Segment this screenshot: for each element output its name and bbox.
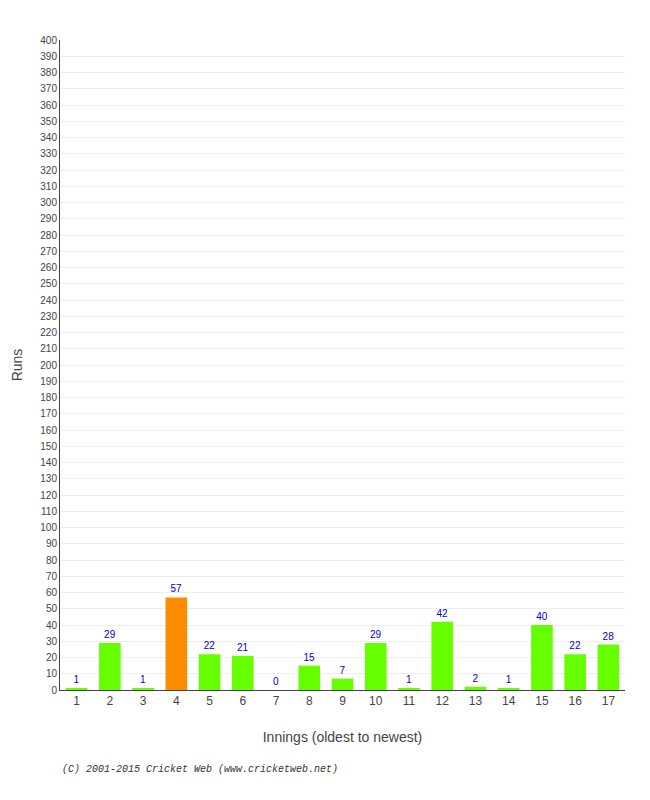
svg-text:17: 17	[602, 694, 616, 708]
svg-text:(C) 2001-2015 Cricket Web (www: (C) 2001-2015 Cricket Web (www.cricketwe…	[62, 764, 338, 775]
svg-text:28: 28	[603, 631, 615, 642]
svg-text:180: 180	[40, 392, 57, 403]
svg-text:15: 15	[303, 652, 315, 663]
svg-text:370: 370	[40, 83, 57, 94]
svg-text:60: 60	[46, 587, 58, 598]
svg-text:1: 1	[74, 674, 80, 685]
svg-text:250: 250	[40, 278, 57, 289]
svg-text:210: 210	[40, 343, 57, 354]
svg-text:16: 16	[568, 694, 582, 708]
svg-text:1: 1	[140, 674, 146, 685]
svg-text:12: 12	[436, 694, 450, 708]
svg-text:40: 40	[536, 611, 548, 622]
svg-text:8: 8	[306, 694, 313, 708]
svg-text:Innings (oldest to newest): Innings (oldest to newest)	[263, 729, 423, 745]
svg-text:310: 310	[40, 181, 57, 192]
svg-text:380: 380	[40, 67, 57, 78]
svg-text:6: 6	[239, 694, 246, 708]
svg-text:3: 3	[140, 694, 147, 708]
svg-text:280: 280	[40, 230, 57, 241]
svg-text:200: 200	[40, 360, 57, 371]
svg-text:14: 14	[502, 694, 516, 708]
svg-text:22: 22	[204, 640, 216, 651]
svg-text:13: 13	[469, 694, 483, 708]
svg-text:10: 10	[46, 668, 58, 679]
svg-text:30: 30	[46, 636, 58, 647]
svg-text:1: 1	[506, 674, 512, 685]
svg-text:11: 11	[403, 694, 416, 708]
svg-text:320: 320	[40, 165, 57, 176]
svg-text:400: 400	[40, 35, 57, 46]
svg-text:120: 120	[40, 490, 57, 501]
svg-text:330: 330	[40, 148, 57, 159]
svg-text:270: 270	[40, 246, 57, 257]
svg-text:340: 340	[40, 132, 57, 143]
svg-text:40: 40	[46, 620, 58, 631]
svg-text:360: 360	[40, 100, 57, 111]
svg-text:0: 0	[51, 685, 57, 696]
svg-text:390: 390	[40, 51, 57, 62]
svg-text:21: 21	[237, 642, 249, 653]
svg-text:1: 1	[406, 674, 412, 685]
svg-text:110: 110	[41, 506, 57, 517]
svg-text:100: 100	[40, 522, 57, 533]
svg-text:90: 90	[46, 538, 58, 549]
svg-text:42: 42	[436, 608, 448, 619]
svg-text:7: 7	[273, 694, 280, 708]
svg-text:2: 2	[472, 673, 478, 684]
svg-text:130: 130	[40, 473, 57, 484]
svg-text:Runs: Runs	[9, 349, 25, 382]
svg-text:2: 2	[107, 694, 114, 708]
svg-text:350: 350	[40, 116, 57, 127]
svg-text:300: 300	[40, 197, 57, 208]
svg-text:22: 22	[569, 640, 581, 651]
svg-text:29: 29	[104, 629, 116, 640]
svg-text:0: 0	[273, 676, 279, 687]
svg-text:15: 15	[535, 694, 549, 708]
svg-text:29: 29	[370, 629, 382, 640]
svg-text:190: 190	[40, 376, 57, 387]
svg-text:1: 1	[73, 694, 80, 708]
svg-text:50: 50	[46, 603, 58, 614]
svg-text:230: 230	[40, 311, 57, 322]
svg-text:260: 260	[40, 262, 57, 273]
svg-text:20: 20	[46, 652, 58, 663]
svg-text:160: 160	[40, 425, 57, 436]
svg-text:170: 170	[40, 408, 57, 419]
svg-text:240: 240	[40, 295, 57, 306]
svg-text:7: 7	[340, 665, 346, 676]
svg-text:150: 150	[40, 441, 57, 452]
svg-text:9: 9	[339, 694, 346, 708]
svg-text:4: 4	[173, 694, 180, 708]
svg-text:140: 140	[40, 457, 57, 468]
svg-text:80: 80	[46, 555, 58, 566]
svg-text:5: 5	[206, 694, 213, 708]
svg-text:57: 57	[171, 583, 183, 594]
svg-text:290: 290	[40, 213, 57, 224]
svg-text:220: 220	[40, 327, 57, 338]
svg-text:10: 10	[369, 694, 383, 708]
svg-text:70: 70	[46, 571, 58, 582]
